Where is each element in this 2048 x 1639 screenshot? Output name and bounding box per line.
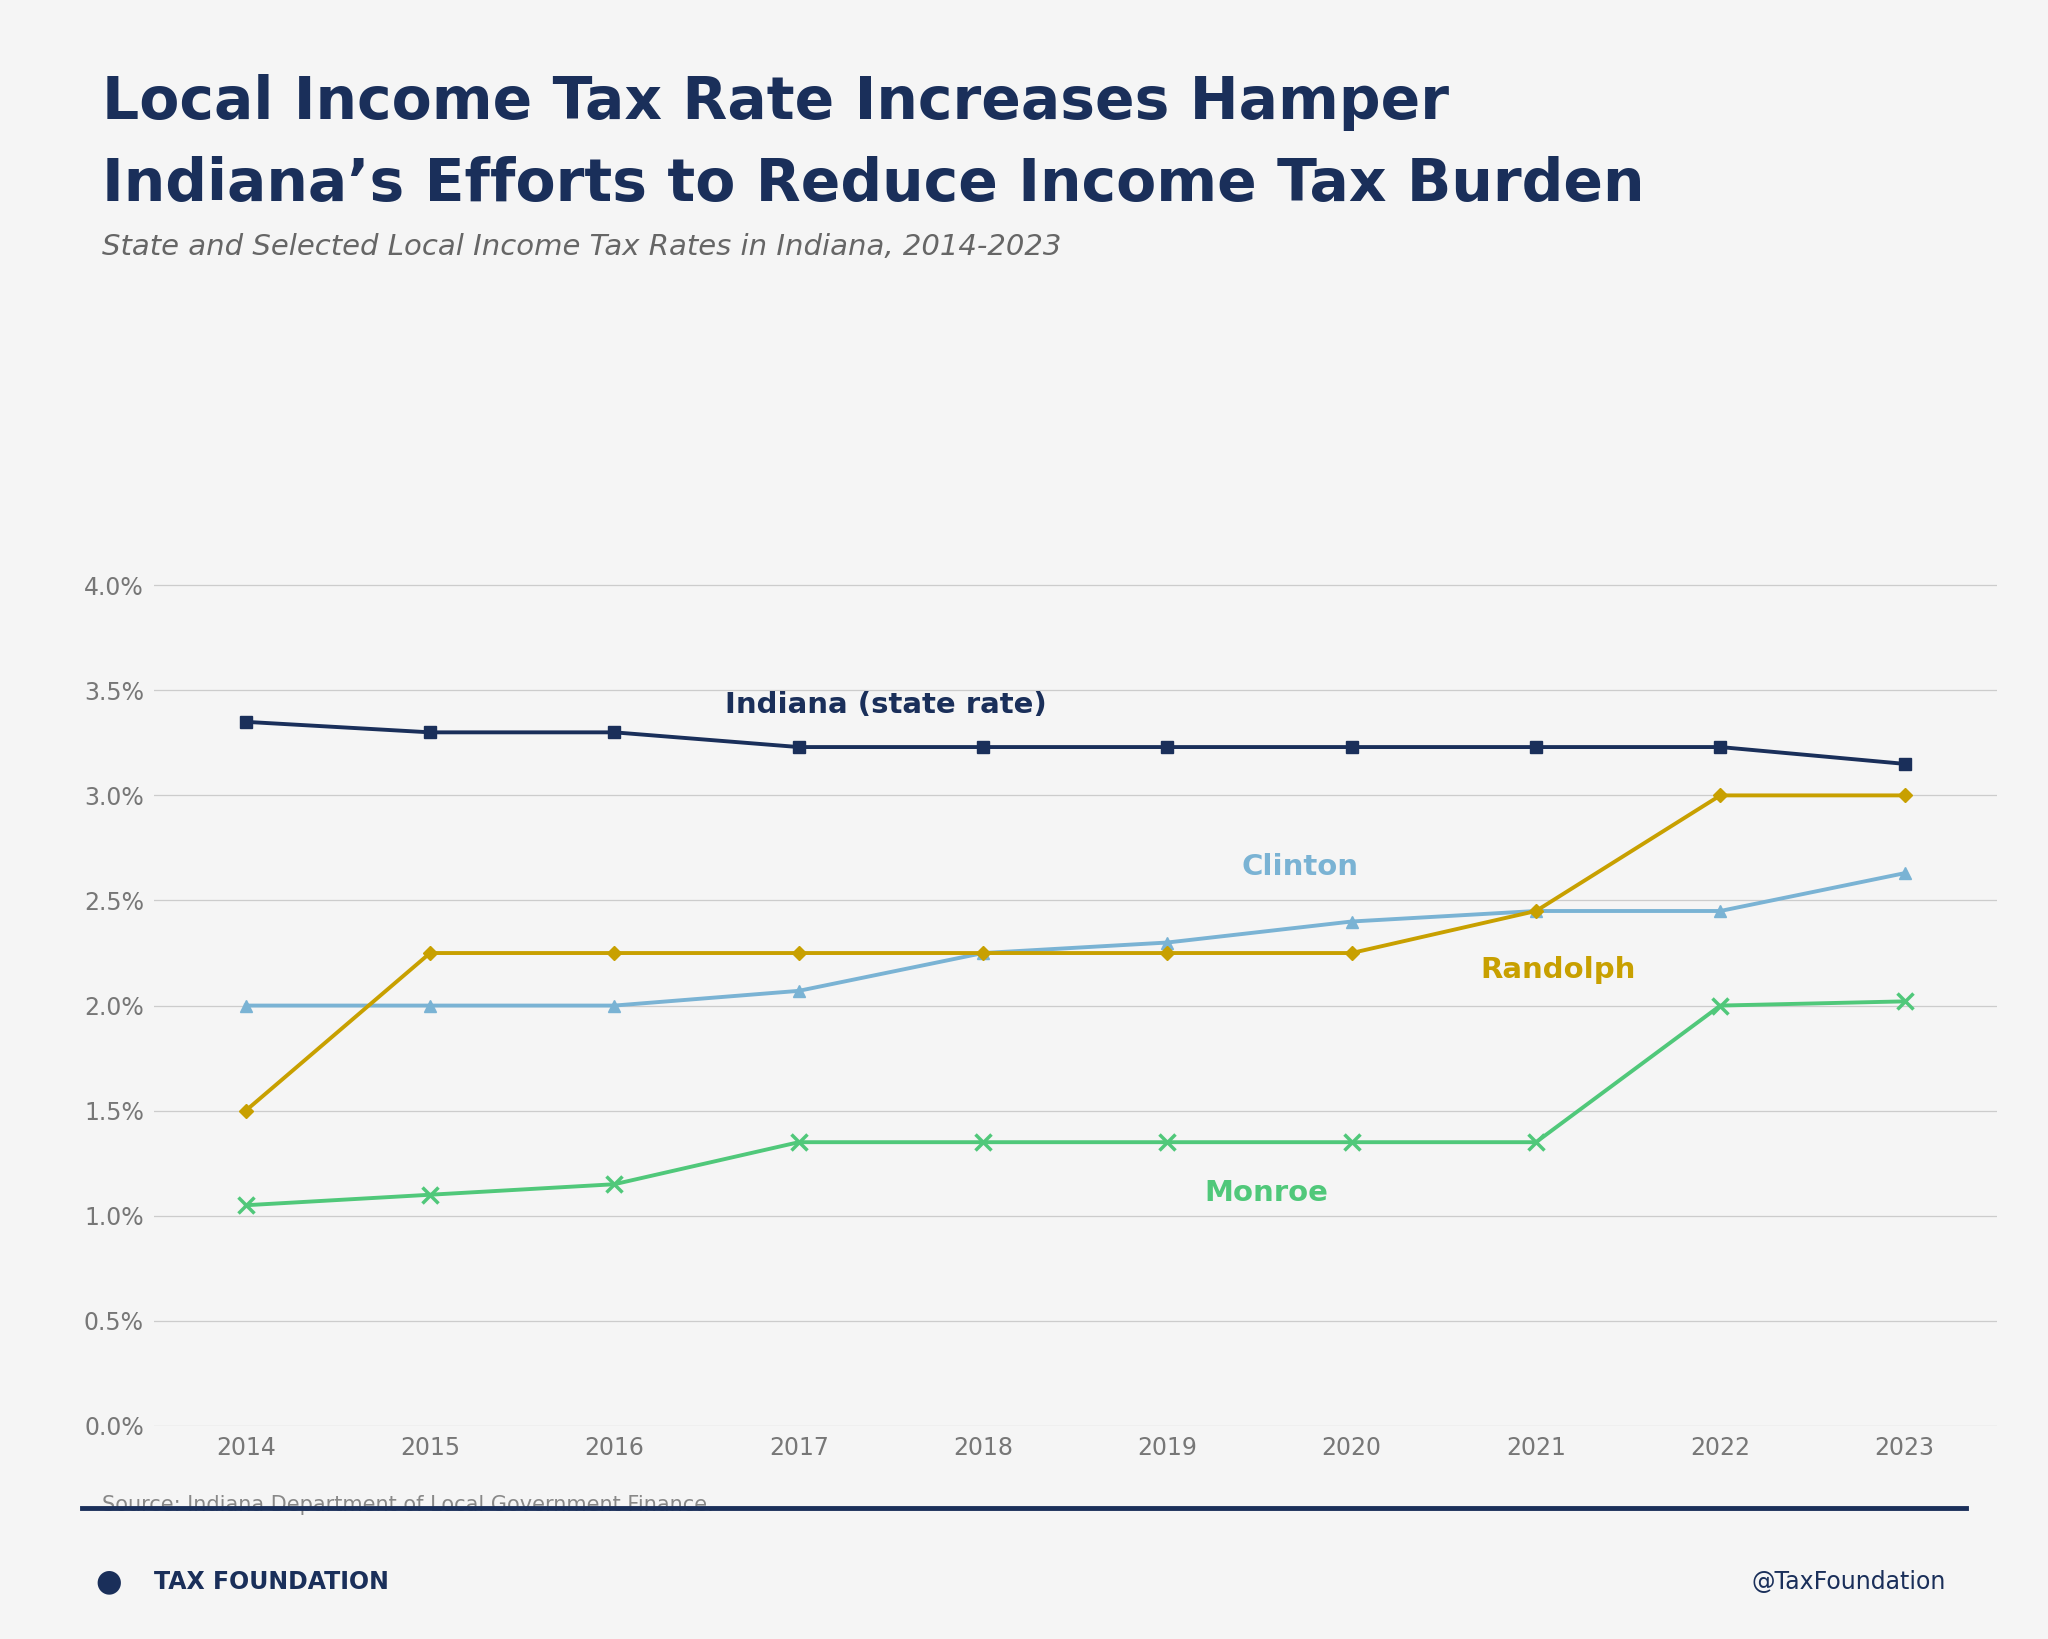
Text: Local Income Tax Rate Increases Hamper: Local Income Tax Rate Increases Hamper bbox=[102, 74, 1450, 131]
Text: Randolph: Randolph bbox=[1481, 956, 1636, 983]
Text: TAX FOUNDATION: TAX FOUNDATION bbox=[154, 1570, 389, 1593]
Text: Monroe: Monroe bbox=[1204, 1178, 1327, 1206]
Text: Indiana (state rate): Indiana (state rate) bbox=[725, 692, 1047, 720]
Text: Clinton: Clinton bbox=[1241, 852, 1358, 880]
Text: @TaxFoundation: @TaxFoundation bbox=[1751, 1570, 1946, 1593]
Text: Indiana’s Efforts to Reduce Income Tax Burden: Indiana’s Efforts to Reduce Income Tax B… bbox=[102, 156, 1645, 213]
Text: Source: Indiana Department of Local Government Finance.: Source: Indiana Department of Local Gove… bbox=[102, 1495, 715, 1514]
Text: ●: ● bbox=[94, 1567, 123, 1596]
Text: State and Selected Local Income Tax Rates in Indiana, 2014-2023: State and Selected Local Income Tax Rate… bbox=[102, 233, 1061, 261]
